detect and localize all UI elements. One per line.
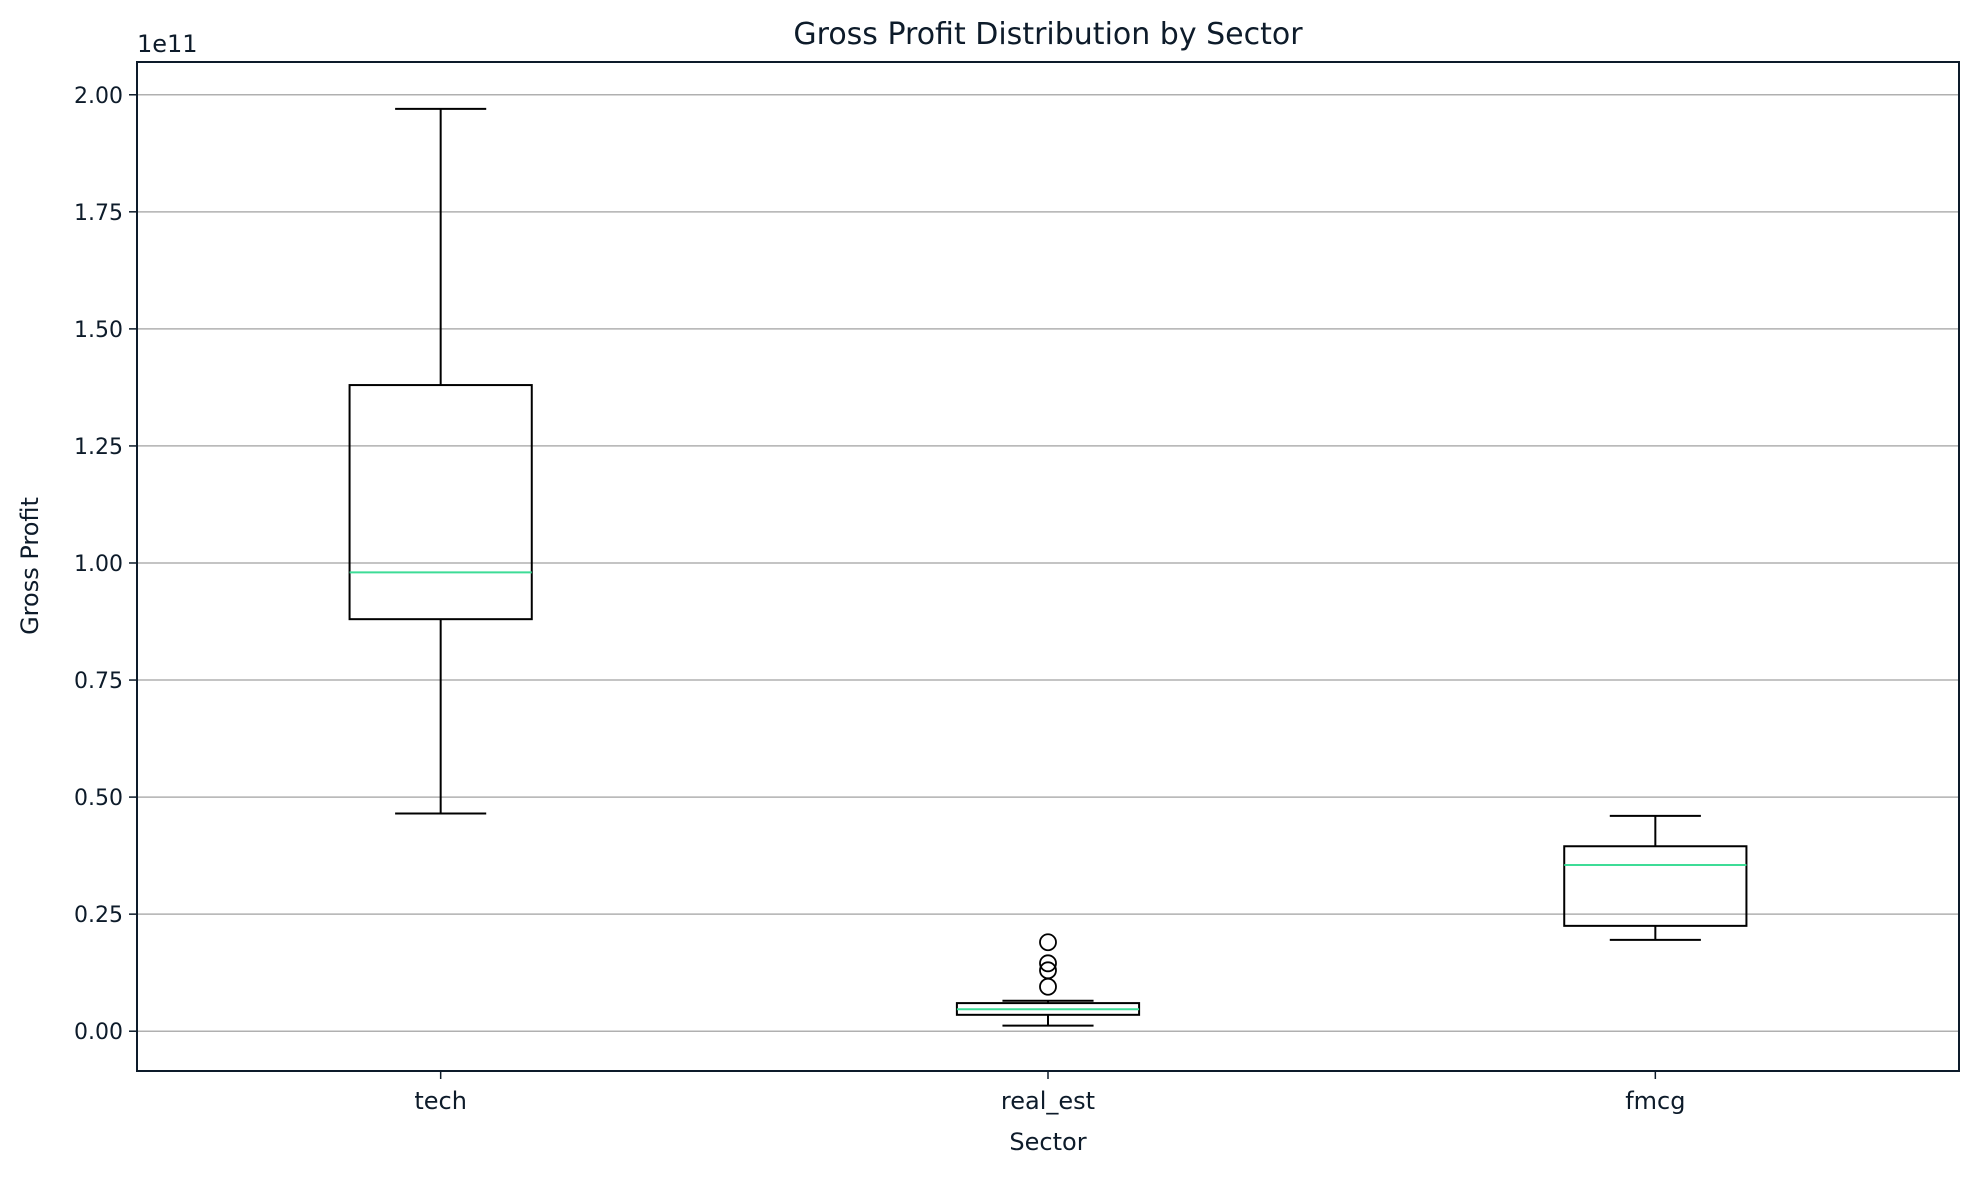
x-tick-label: real_est bbox=[1001, 1087, 1095, 1115]
y-axis-ticks: 0.00 0.25 0.50 0.75 1.00 1.25 1.50 1.75 2.00 bbox=[74, 84, 137, 1045]
box-group-fmcg bbox=[1563, 814, 1748, 941]
y-tick-label: 1.25 bbox=[74, 435, 123, 460]
x-tick-label: fmcg bbox=[1625, 1087, 1685, 1115]
outlier-point bbox=[1039, 977, 1057, 996]
plot-area-frame bbox=[136, 61, 1960, 1072]
outlier-point bbox=[1039, 961, 1057, 980]
y-tick-label: 1.75 bbox=[74, 201, 123, 226]
y-tick-label: 1.00 bbox=[74, 552, 123, 577]
x-tick-label: tech bbox=[414, 1087, 467, 1115]
y-tick-label: 0.75 bbox=[74, 669, 123, 694]
y-tick-label: 0.50 bbox=[74, 786, 123, 811]
y-tick-label: 1.50 bbox=[74, 318, 123, 343]
y-tick-label: 0.25 bbox=[74, 903, 123, 928]
y-axis-offset-label: 1e11 bbox=[137, 30, 198, 58]
grid-lines bbox=[137, 94, 1959, 1032]
outlier-point bbox=[1039, 933, 1057, 952]
chart-title: Gross Profit Distribution by Sector bbox=[793, 17, 1303, 52]
y-axis-title: Gross Profit bbox=[16, 497, 44, 635]
box-group-real_est bbox=[955, 933, 1141, 1027]
iqr-box bbox=[1563, 845, 1748, 927]
y-tick-label: 2.00 bbox=[74, 84, 123, 109]
x-axis-ticks: tech real_est fmcg bbox=[414, 1071, 1685, 1115]
y-tick-label: 0.00 bbox=[74, 1020, 123, 1045]
outlier-point bbox=[1039, 954, 1057, 973]
boxes bbox=[348, 107, 1748, 1027]
x-axis-title: Sector bbox=[1009, 1128, 1086, 1156]
box-group-tech bbox=[348, 107, 533, 815]
iqr-box bbox=[348, 384, 533, 621]
